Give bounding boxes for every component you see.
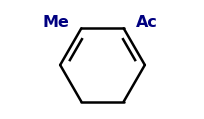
Text: Me: Me	[42, 15, 69, 30]
Text: Ac: Ac	[135, 15, 156, 30]
